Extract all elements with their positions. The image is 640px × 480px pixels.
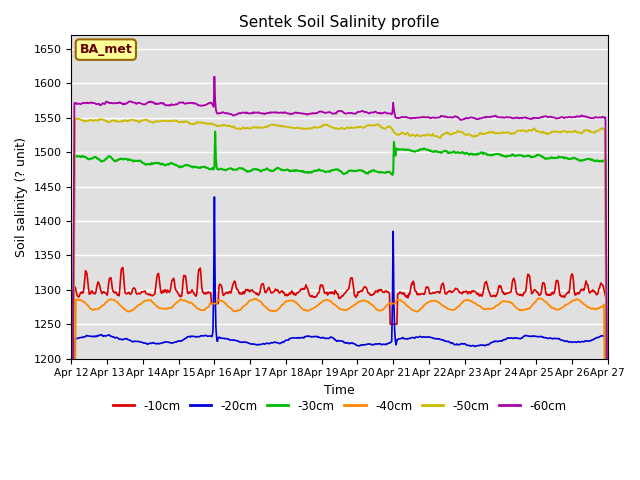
-20cm bbox=[211, 194, 218, 200]
-60cm bbox=[437, 113, 445, 119]
-20cm bbox=[556, 336, 563, 341]
-10cm bbox=[119, 264, 127, 270]
Title: Sentek Soil Salinity profile: Sentek Soil Salinity profile bbox=[239, 15, 440, 30]
-20cm bbox=[384, 341, 392, 347]
-20cm bbox=[185, 334, 193, 339]
-40cm bbox=[556, 307, 563, 312]
-20cm bbox=[437, 336, 445, 342]
-30cm bbox=[211, 129, 219, 134]
-50cm bbox=[186, 120, 194, 126]
Y-axis label: Soil salinity (? unit): Soil salinity (? unit) bbox=[15, 137, 28, 257]
-50cm bbox=[332, 126, 340, 132]
-60cm bbox=[332, 111, 340, 117]
Line: -10cm: -10cm bbox=[72, 267, 608, 480]
-50cm bbox=[209, 121, 217, 127]
-60cm bbox=[185, 100, 193, 106]
-60cm bbox=[384, 110, 392, 116]
Line: -50cm: -50cm bbox=[72, 118, 608, 480]
Line: -40cm: -40cm bbox=[72, 298, 608, 480]
-60cm bbox=[211, 74, 218, 80]
-20cm bbox=[332, 337, 340, 343]
-40cm bbox=[332, 302, 339, 308]
-40cm bbox=[436, 300, 444, 306]
-30cm bbox=[209, 165, 216, 171]
-40cm bbox=[383, 302, 391, 308]
Line: -20cm: -20cm bbox=[72, 197, 608, 480]
-20cm bbox=[209, 334, 216, 339]
-10cm bbox=[437, 286, 445, 291]
-40cm bbox=[209, 300, 216, 306]
-50cm bbox=[437, 134, 445, 140]
-30cm bbox=[384, 169, 392, 175]
-10cm bbox=[556, 288, 563, 294]
-50cm bbox=[384, 124, 392, 130]
-50cm bbox=[73, 115, 81, 121]
Legend: -10cm, -20cm, -30cm, -40cm, -50cm, -60cm: -10cm, -20cm, -30cm, -40cm, -50cm, -60cm bbox=[108, 395, 572, 417]
-30cm bbox=[556, 155, 563, 160]
-60cm bbox=[209, 101, 216, 107]
-30cm bbox=[332, 167, 340, 172]
-50cm bbox=[556, 129, 563, 135]
-10cm bbox=[332, 288, 340, 294]
-30cm bbox=[185, 163, 193, 168]
-10cm bbox=[186, 290, 194, 296]
X-axis label: Time: Time bbox=[324, 384, 355, 397]
-10cm bbox=[384, 289, 392, 295]
Line: -30cm: -30cm bbox=[72, 132, 608, 480]
-30cm bbox=[437, 150, 445, 156]
Line: -60cm: -60cm bbox=[72, 77, 608, 480]
-60cm bbox=[556, 115, 563, 121]
-10cm bbox=[209, 300, 217, 306]
Text: BA_met: BA_met bbox=[79, 43, 132, 56]
-40cm bbox=[185, 300, 193, 306]
-40cm bbox=[535, 295, 543, 301]
